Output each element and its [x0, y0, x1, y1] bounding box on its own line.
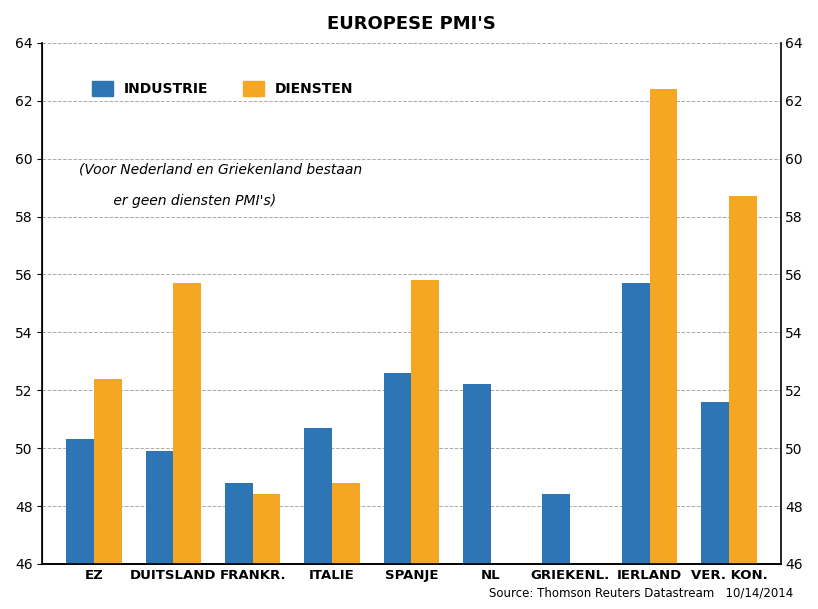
Bar	[332, 483, 360, 609]
Bar	[66, 440, 94, 609]
Bar	[173, 283, 201, 609]
Bar	[729, 196, 757, 609]
Bar	[622, 283, 649, 609]
Bar	[384, 373, 411, 609]
Bar	[253, 495, 281, 609]
Bar	[542, 495, 570, 609]
Title: EUROPESE PMI'S: EUROPESE PMI'S	[327, 15, 496, 33]
Bar	[304, 428, 332, 609]
Text: Source: Thomson Reuters Datastream   10/14/2014: Source: Thomson Reuters Datastream 10/14…	[489, 587, 793, 600]
Text: er geen diensten PMI's): er geen diensten PMI's)	[109, 194, 276, 208]
Bar	[411, 280, 439, 609]
Bar	[225, 483, 253, 609]
Legend: INDUSTRIE, DIENSTEN: INDUSTRIE, DIENSTEN	[86, 76, 359, 102]
Bar	[463, 384, 491, 609]
Text: (Voor Nederland en Griekenland bestaan: (Voor Nederland en Griekenland bestaan	[79, 163, 362, 177]
Bar	[701, 402, 729, 609]
Bar	[94, 379, 122, 609]
Bar	[146, 451, 173, 609]
Bar	[649, 89, 677, 609]
